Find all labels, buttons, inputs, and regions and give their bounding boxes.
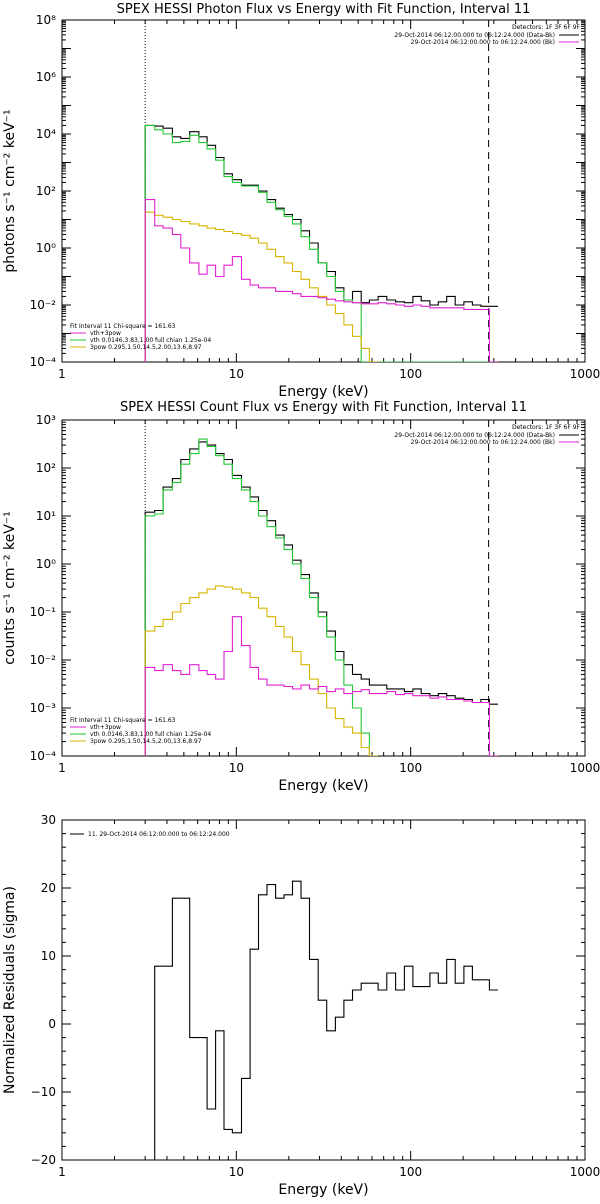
y-tick-label: 10² [36,461,56,475]
legend-entry: 29-Oct-2014 06:12:00.000 to 06:12:24.000… [411,439,555,446]
x-axis-label: Energy (keV) [278,778,368,794]
y-tick-label: 20 [41,881,56,895]
y-tick-label: 30 [41,813,56,827]
legend-header: Detectors: 1F 3F 6F 9F [512,24,581,31]
x-tick-label: 10 [229,1165,244,1179]
fit-legend-entry: 3pow 0.295,1.50,14.5,2.00,13.6,8.97 [90,344,202,351]
series-vth+3pow [144,124,498,362]
legend-entry: 29-Oct-2014 06:12:00.000 to 06:12:24.000… [394,32,555,39]
chart-panel-1: 1 10 100 1000 10⁻⁴ 10⁻² 10⁰ 10² 10⁴ 10⁶ 10⁸ SPEX HE… [2,2,600,400]
series-data [144,124,498,362]
y-tick-label: −10 [31,1085,56,1099]
y-tick-label: 10⁴ [36,127,56,141]
fit-legend-entry: vth 0.0146,3.83,1.00 full chian 1.25e-04 [90,337,211,344]
legend-entry: 29-Oct-2014 06:12:00.000 to 06:12:24.000… [411,39,555,46]
y-axis-label: Normalized Residuals (sigma) [2,886,18,1094]
series-residuals [145,880,498,1160]
fit-legend-entry: 3pow 0.295,1.50,14.5,2.00,13.6,8.97 [90,738,202,745]
legend-entry: 29-Oct-2014 06:12:00.000 to 06:12:24.000… [394,432,555,439]
x-tick-label: 1000 [570,367,600,381]
y-tick-label: 10⁰ [36,557,56,571]
y-tick-label: 10 [41,949,56,963]
legend-header: Detectors: 1F 3F 6F 9F [512,424,581,431]
series-3pow [144,211,378,362]
y-tick-label: −20 [31,1153,56,1167]
x-tick-label: 1000 [570,761,600,775]
chart-panel-2: 1 10 100 1000 10⁻⁴ 10⁻³ 10⁻² 10⁻¹ 10⁰ 10¹ 10² 10³ SP… [2,400,600,794]
x-tick-label: 1000 [570,1165,600,1179]
y-tick-label: 10¹ [36,509,56,523]
y-tick-label: 10³ [36,413,56,427]
fit-legend-header: Fit Interval 11 Chi-square = 161.63 [70,717,176,724]
chart-title: SPEX HESSI Count Flux vs Energy with Fit… [120,400,527,415]
y-tick-label: 10⁻³ [30,701,57,715]
x-tick-label: 1 [58,367,66,381]
x-tick-label: 10 [229,367,244,381]
fit-legend-entry: vth+3pow [90,330,121,337]
y-tick-label: 10⁰ [36,241,56,255]
y-tick-label: 0 [48,1017,56,1031]
y-tick-label: 10² [36,184,56,198]
residual-legend-entry: 11. 29-Oct-2014 06:12:00.000 to 06:12:24… [88,831,230,838]
y-axis-label: photons s⁻¹ cm⁻² keV⁻¹ [2,109,18,272]
plot-frame [61,19,586,363]
y-tick-label: 10⁸ [36,13,56,27]
plot-frame [61,419,586,757]
x-tick-label: 1 [58,761,66,775]
y-tick-label: 10⁶ [36,70,56,84]
y-axis-label: counts s⁻¹ cm⁻² keV⁻¹ [2,511,18,665]
series-background [144,616,498,756]
series-vth+3pow [144,438,378,756]
fit-legend-header: Fit Interval 11 Chi-square = 161.63 [70,323,176,330]
series-3pow [144,585,378,756]
fit-legend-entry: vth 0.0146,3.83,1.00 full chian 1.25e-04 [90,731,211,738]
x-tick-label: 100 [399,761,422,775]
y-tick-label: 10⁻¹ [30,605,57,619]
series-data [144,441,498,756]
plot-frame [61,819,586,1161]
y-tick-label: 10⁻² [30,298,57,312]
y-tick-label: 10⁻⁴ [30,355,57,369]
chart-panel-3: 1 10 100 1000 −20 −10 0 10 20 30 Energy (keV) Norma… [2,813,600,1198]
x-tick-label: 1 [58,1165,66,1179]
y-tick-label: 10⁻² [30,653,57,667]
x-axis-label: Energy (keV) [278,1182,368,1198]
x-tick-label: 100 [399,367,422,381]
y-tick-label: 10⁻⁴ [30,749,57,763]
x-axis-label: Energy (keV) [278,384,368,400]
chart-title: SPEX HESSI Photon Flux vs Energy with Fi… [117,2,531,17]
fit-legend-entry: vth+3pow [90,724,121,731]
x-tick-label: 10 [229,761,244,775]
x-tick-label: 100 [399,1165,422,1179]
series-background [144,199,498,362]
